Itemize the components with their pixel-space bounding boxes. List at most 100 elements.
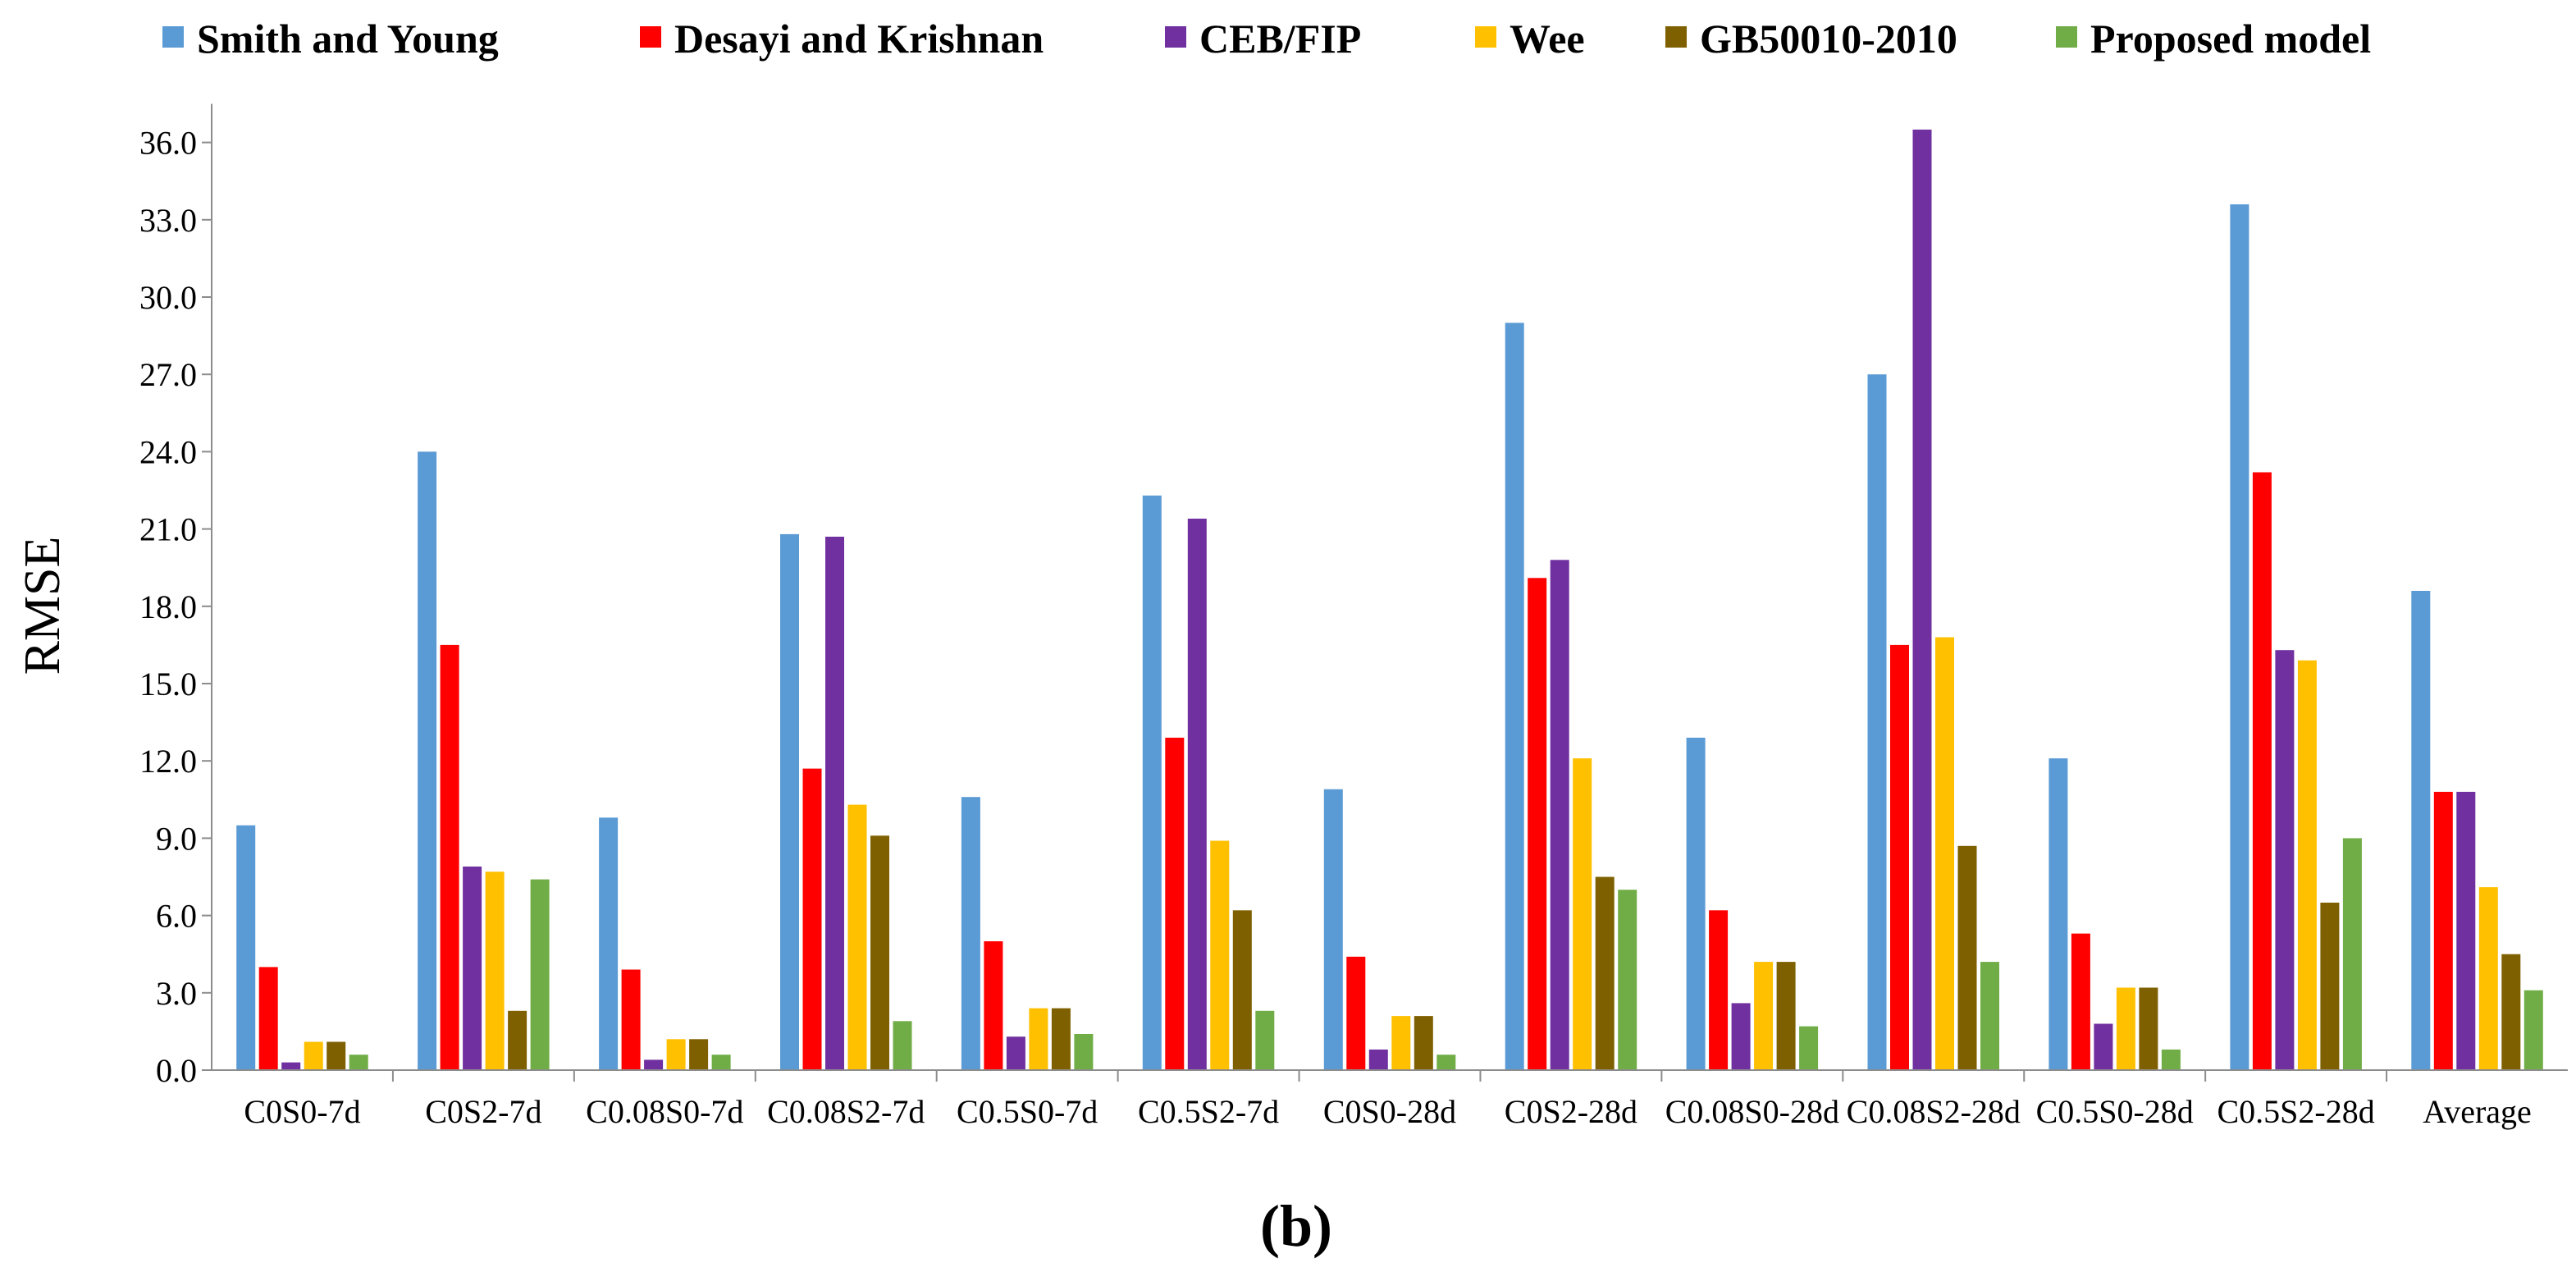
y-tick-label: 0.0: [156, 1052, 197, 1089]
bar-ceb-fip-c0-5s0-28d: [2094, 1023, 2113, 1070]
bar-desayi-and-krishnan-c0-08s2-28d: [1890, 644, 1909, 1070]
y-axis-title: RMSE: [15, 537, 71, 675]
bar-proposed-model-c0s0-28d: [1436, 1055, 1456, 1070]
legend-swatch-gb50010-2010: [1665, 26, 1687, 48]
legend-label: CEB/FIP: [1199, 16, 1361, 62]
bar-ceb-fip-c0-08s0-28d: [1731, 1003, 1751, 1070]
bar-wee-c0-5s2-28d: [2297, 660, 2317, 1070]
bar-wee-c0s0-28d: [1391, 1016, 1411, 1070]
bar-gb50010-2010-c0s2-28d: [1595, 876, 1615, 1070]
x-tick-label: Average: [2423, 1093, 2532, 1130]
panel-label: (b): [1260, 1193, 1332, 1259]
legend-label: GB50010-2010: [1700, 16, 1957, 62]
x-tick-label: C0.5S2-7d: [1138, 1093, 1279, 1130]
legend-label: Proposed model: [2090, 16, 2371, 62]
y-tick-label: 33.0: [139, 202, 197, 239]
legend-swatch-smith-and-young: [162, 26, 184, 48]
x-tick-label: C0.08S0-28d: [1665, 1093, 1839, 1130]
x-tick-label: C0.5S0-28d: [2036, 1093, 2194, 1130]
bar-desayi-and-krishnan-average: [2433, 791, 2453, 1070]
bar-ceb-fip-c0-08s2-28d: [1912, 129, 1932, 1070]
bar-ceb-fip-average: [2456, 791, 2476, 1070]
bar-gb50010-2010-c0-08s2-7d: [870, 835, 889, 1070]
legend-label: Smith and Young: [197, 16, 499, 62]
bar-smith-and-young-c0s2-28d: [1505, 323, 1524, 1070]
bar-smith-and-young-c0-08s0-7d: [599, 817, 619, 1070]
legend: Smith and Young Desayi and Krishnan CEB/FI…: [162, 16, 2371, 62]
bar-smith-and-young-c0s2-7d: [418, 451, 437, 1070]
bar-proposed-model-c0s2-7d: [530, 879, 550, 1070]
x-tick-label: C0.08S0-7d: [586, 1093, 743, 1130]
bar-proposed-model-c0-5s0-7d: [1074, 1034, 1094, 1070]
legend-label: Desayi and Krishnan: [674, 16, 1044, 62]
bar-desayi-and-krishnan-c0-08s0-28d: [1709, 910, 1729, 1070]
y-tick-label: 3.0: [156, 975, 197, 1012]
bar-desayi-and-krishnan-c0-5s2-28d: [2252, 472, 2272, 1070]
x-tick-label: C0.08S2-28d: [1847, 1093, 2021, 1130]
bar-proposed-model-c0-08s0-28d: [1799, 1026, 1819, 1070]
bar-wee-c0s2-28d: [1573, 758, 1592, 1070]
bar-desayi-and-krishnan-c0-5s2-7d: [1165, 737, 1185, 1070]
y-tick-label: 21.0: [139, 511, 197, 548]
bar-smith-and-young-c0-08s0-28d: [1686, 737, 1706, 1070]
bar-gb50010-2010-c0s0-7d: [327, 1041, 346, 1070]
bar-desayi-and-krishnan-c0-08s2-7d: [802, 768, 822, 1070]
bar-ceb-fip-c0s2-28d: [1550, 560, 1569, 1070]
bar-proposed-model-c0-5s2-7d: [1255, 1010, 1275, 1070]
x-axis: C0S0-7d C0S2-7d C0.08S0-7d C0.08S2-7d C0.5S0…: [212, 1069, 2568, 1130]
bar-proposed-model-c0s2-28d: [1618, 890, 1637, 1070]
bar-gb50010-2010-c0-5s2-7d: [1232, 910, 1252, 1070]
x-tick-label: C0S0-7d: [244, 1093, 360, 1130]
bar-smith-and-young-average: [2411, 591, 2431, 1070]
bar-proposed-model-c0-08s0-7d: [711, 1055, 731, 1070]
bar-wee-c0-5s0-28d: [2116, 987, 2135, 1070]
bar-desayi-and-krishnan-c0s0-28d: [1346, 956, 1366, 1070]
bar-wee-c0-08s2-7d: [847, 804, 867, 1070]
bar-ceb-fip-c0-08s0-7d: [644, 1059, 664, 1070]
bar-ceb-fip-c0-08s2-7d: [825, 537, 844, 1070]
bar-smith-and-young-c0-5s2-28d: [2230, 204, 2249, 1070]
bar-desayi-and-krishnan-c0s0-7d: [258, 967, 278, 1070]
y-tick-label: 27.0: [139, 356, 197, 393]
bar-desayi-and-krishnan-c0s2-7d: [440, 644, 459, 1070]
x-tick-label: C0S0-28d: [1323, 1093, 1456, 1130]
bar-smith-and-young-c0-08s2-28d: [1867, 374, 1887, 1070]
bar-desayi-and-krishnan-c0-08s0-7d: [621, 969, 641, 1070]
x-tick-label: C0.5S0-7d: [957, 1093, 1098, 1130]
x-tick-label: C0.5S2-28d: [2217, 1093, 2374, 1130]
bar-gb50010-2010-c0-08s0-7d: [689, 1039, 709, 1070]
y-tick-label: 15.0: [139, 666, 197, 702]
bar-gb50010-2010-c0s0-28d: [1414, 1016, 1433, 1070]
x-tick-label: C0S2-7d: [425, 1093, 541, 1130]
bar-proposed-model-c0-5s0-28d: [2161, 1049, 2181, 1070]
bar-wee-c0s2-7d: [485, 872, 505, 1070]
bar-wee-c0-5s2-7d: [1210, 840, 1230, 1070]
bar-proposed-model-c0s0-7d: [349, 1055, 368, 1070]
y-tick-label: 9.0: [156, 820, 197, 857]
bar-desayi-and-krishnan-c0s2-28d: [1528, 578, 1547, 1070]
bar-desayi-and-krishnan-c0-5s0-7d: [984, 941, 1003, 1070]
bar-proposed-model-c0-08s2-28d: [1980, 962, 1999, 1070]
bar-proposed-model-average: [2523, 990, 2543, 1070]
bar-wee-c0-08s0-28d: [1754, 962, 1774, 1070]
legend-swatch-ceb-fip: [1165, 26, 1186, 48]
y-tick-label: 36.0: [139, 125, 197, 162]
bar-gb50010-2010-average: [2501, 954, 2521, 1070]
y-axis: 0.0 3.0 6.0 9.0 12.0 15.0 18.0 21.0 24.0 27.0 30.0…: [139, 103, 212, 1089]
bar-wee-c0s0-7d: [304, 1041, 323, 1070]
bar-wee-average: [2478, 887, 2498, 1070]
bar-gb50010-2010-c0-5s0-7d: [1051, 1008, 1071, 1070]
bar-desayi-and-krishnan-c0-5s0-28d: [2071, 933, 2090, 1070]
bar-smith-and-young-c0-08s2-7d: [780, 533, 799, 1070]
bar-wee-c0-08s2-28d: [1935, 637, 1954, 1070]
bar-gb50010-2010-c0-5s0-28d: [2139, 987, 2158, 1070]
x-tick-label: C0.08S2-7d: [767, 1093, 925, 1130]
bar-smith-and-young-c0-5s0-28d: [2048, 758, 2068, 1070]
bar-smith-and-young-c0s0-7d: [236, 825, 256, 1070]
y-tick-label: 30.0: [139, 279, 197, 316]
bar-smith-and-young-c0s0-28d: [1323, 789, 1343, 1070]
legend-swatch-desayi-and-krishnan: [640, 26, 661, 48]
bar-gb50010-2010-c0s2-7d: [508, 1010, 528, 1070]
bars: [236, 129, 2543, 1070]
